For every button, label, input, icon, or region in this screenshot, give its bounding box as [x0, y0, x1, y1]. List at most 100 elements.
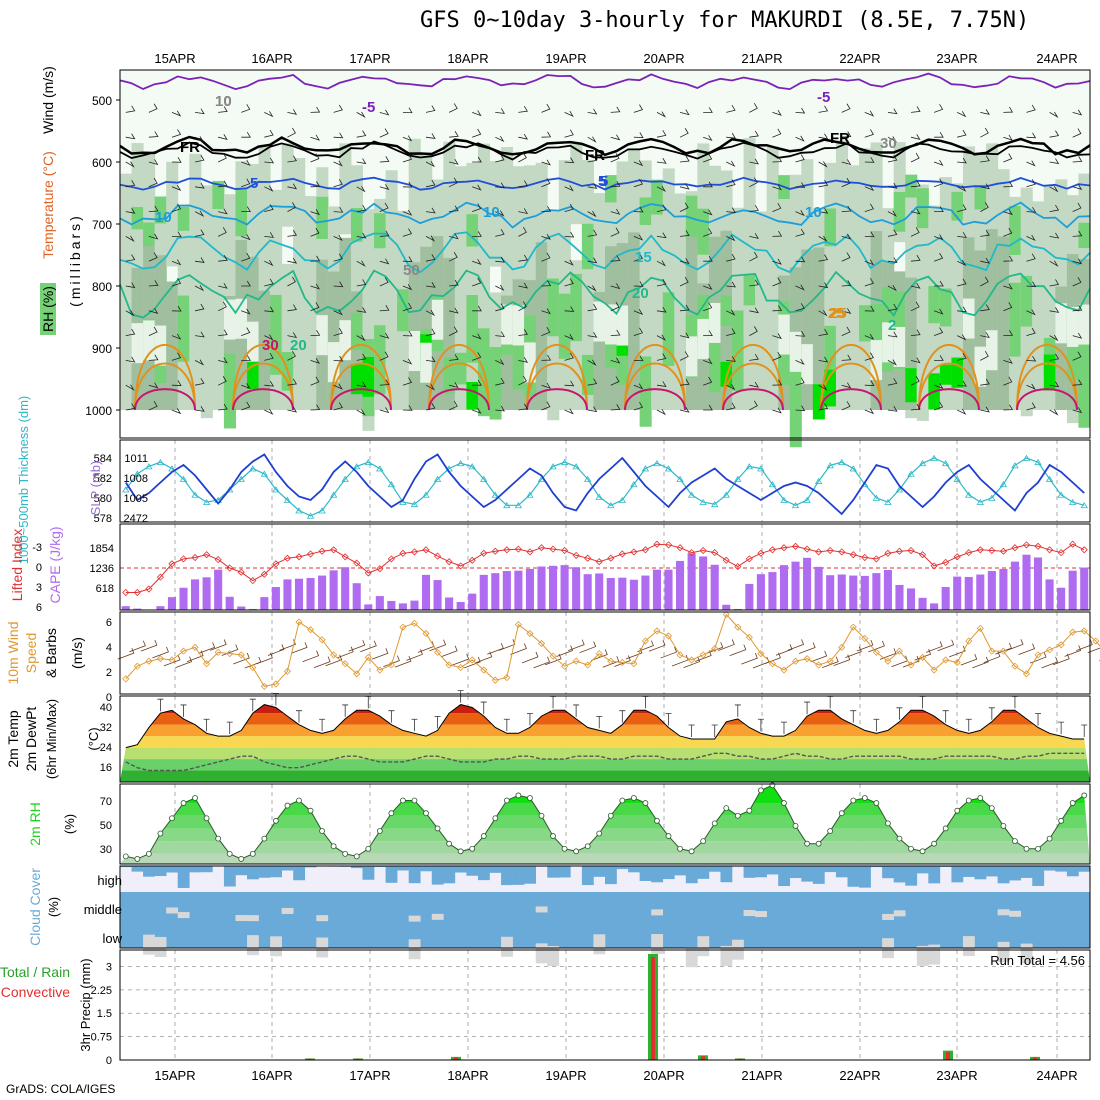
wind-barb	[680, 230, 690, 237]
wind-barb	[241, 355, 251, 361]
wind-barb-10m	[741, 652, 758, 665]
wind-barb	[703, 107, 713, 113]
wind-barb-10m	[360, 640, 377, 653]
thickness-point	[422, 491, 430, 498]
wind-barb	[610, 404, 621, 411]
wind-barb	[887, 136, 897, 143]
cape-bar	[260, 597, 269, 610]
cloud-high-bar	[581, 866, 594, 886]
wind-barb	[703, 404, 713, 411]
cloud-high-bar	[501, 866, 513, 886]
wind-barb	[287, 183, 298, 190]
rh-shade	[524, 342, 537, 383]
wind-barb	[818, 384, 828, 391]
millibars-label: (millibars)	[67, 213, 83, 307]
cape-bar	[918, 597, 927, 610]
cloud-mid-clear	[535, 906, 548, 913]
rh-point	[815, 840, 822, 847]
wind-barb-10m	[614, 655, 631, 667]
wind-barb	[495, 210, 505, 217]
lifted-index-point	[572, 551, 580, 559]
wind-barb	[194, 303, 205, 312]
cloud-high-bar	[639, 866, 652, 881]
wind-barb	[772, 258, 782, 265]
cape-bar	[618, 577, 627, 610]
pressure-tick: 700	[92, 218, 112, 232]
wind-speed-point	[445, 661, 453, 669]
wind-speed-point	[364, 653, 372, 661]
wind-barb	[402, 256, 413, 262]
wind-barb	[795, 377, 805, 386]
rh-point	[642, 800, 649, 806]
rh-point	[896, 835, 903, 842]
cloud-high-bar	[350, 866, 363, 869]
cape-bar	[664, 569, 673, 610]
wind-barb	[772, 109, 782, 116]
wind-barb	[841, 233, 852, 240]
wind-barb-10m	[972, 656, 989, 669]
panel-frame-slp	[119, 439, 1091, 523]
lifted-index-point	[330, 546, 338, 554]
wind-barb	[241, 308, 251, 315]
rh-shade	[951, 357, 964, 388]
wind-speed-point	[1080, 627, 1088, 635]
wind-barb	[564, 185, 574, 192]
minmax-bar	[688, 724, 695, 737]
wind-barb	[356, 232, 367, 239]
cape-bar	[999, 568, 1008, 610]
lifted-index-point	[630, 548, 638, 556]
wind-barb	[171, 278, 182, 287]
cloud-high-bar	[547, 866, 560, 878]
rh-point	[284, 802, 291, 809]
contour-label: 30	[880, 135, 897, 152]
lifted-index-point	[918, 551, 927, 559]
wind-barb	[310, 106, 321, 113]
rh-shade	[639, 356, 652, 427]
wind-barb	[495, 108, 506, 114]
cape-bar	[976, 574, 985, 610]
wind-barb	[472, 184, 482, 191]
freezing-level-line	[119, 140, 1091, 161]
lifted-index-point	[295, 553, 303, 561]
rh-shade	[639, 197, 652, 225]
rh-shade	[558, 160, 571, 280]
wind-barb	[772, 128, 782, 138]
wind-barb-10m	[660, 646, 678, 659]
rh-shade	[431, 299, 444, 340]
wind-barb	[749, 158, 759, 165]
wind-barb	[1026, 104, 1036, 113]
wind-barb	[495, 154, 505, 163]
wind-barb	[541, 401, 551, 411]
lifted-index-point	[1080, 546, 1088, 554]
lifted-index-point	[1046, 546, 1054, 554]
wind-barb	[680, 155, 690, 163]
cape-bar	[641, 575, 650, 610]
wind-barb	[1072, 258, 1083, 265]
lifted-index-point	[641, 546, 649, 554]
temp-band	[120, 747, 1090, 760]
wind-speed-point	[491, 676, 499, 684]
minmax-bar	[988, 707, 995, 720]
wind-barb	[518, 226, 527, 237]
rh-shade	[974, 346, 987, 387]
wind-barb-10m	[117, 648, 135, 660]
rh-point	[1081, 792, 1088, 799]
wind-barb-10m	[648, 640, 666, 652]
cape-bar	[410, 600, 419, 610]
contour-label: 5	[600, 173, 608, 190]
dewpt-axis-label: 2m DewPt	[23, 707, 39, 772]
cloud-high-bar	[362, 866, 375, 880]
cloud-high-bar	[120, 866, 132, 868]
wind-barb	[818, 161, 828, 168]
rh-shade	[120, 232, 133, 410]
wind-barb	[356, 130, 367, 138]
wind-barb	[934, 355, 944, 361]
wind-barb	[287, 350, 296, 361]
rh-point	[873, 800, 880, 806]
wind-barb	[1003, 330, 1014, 336]
cape-tick: 618	[96, 583, 114, 595]
wind-barb	[402, 284, 413, 291]
rh-axis-label: RH (%)	[40, 286, 56, 332]
cloud-high-bar	[662, 866, 675, 880]
rh-point	[908, 845, 914, 852]
